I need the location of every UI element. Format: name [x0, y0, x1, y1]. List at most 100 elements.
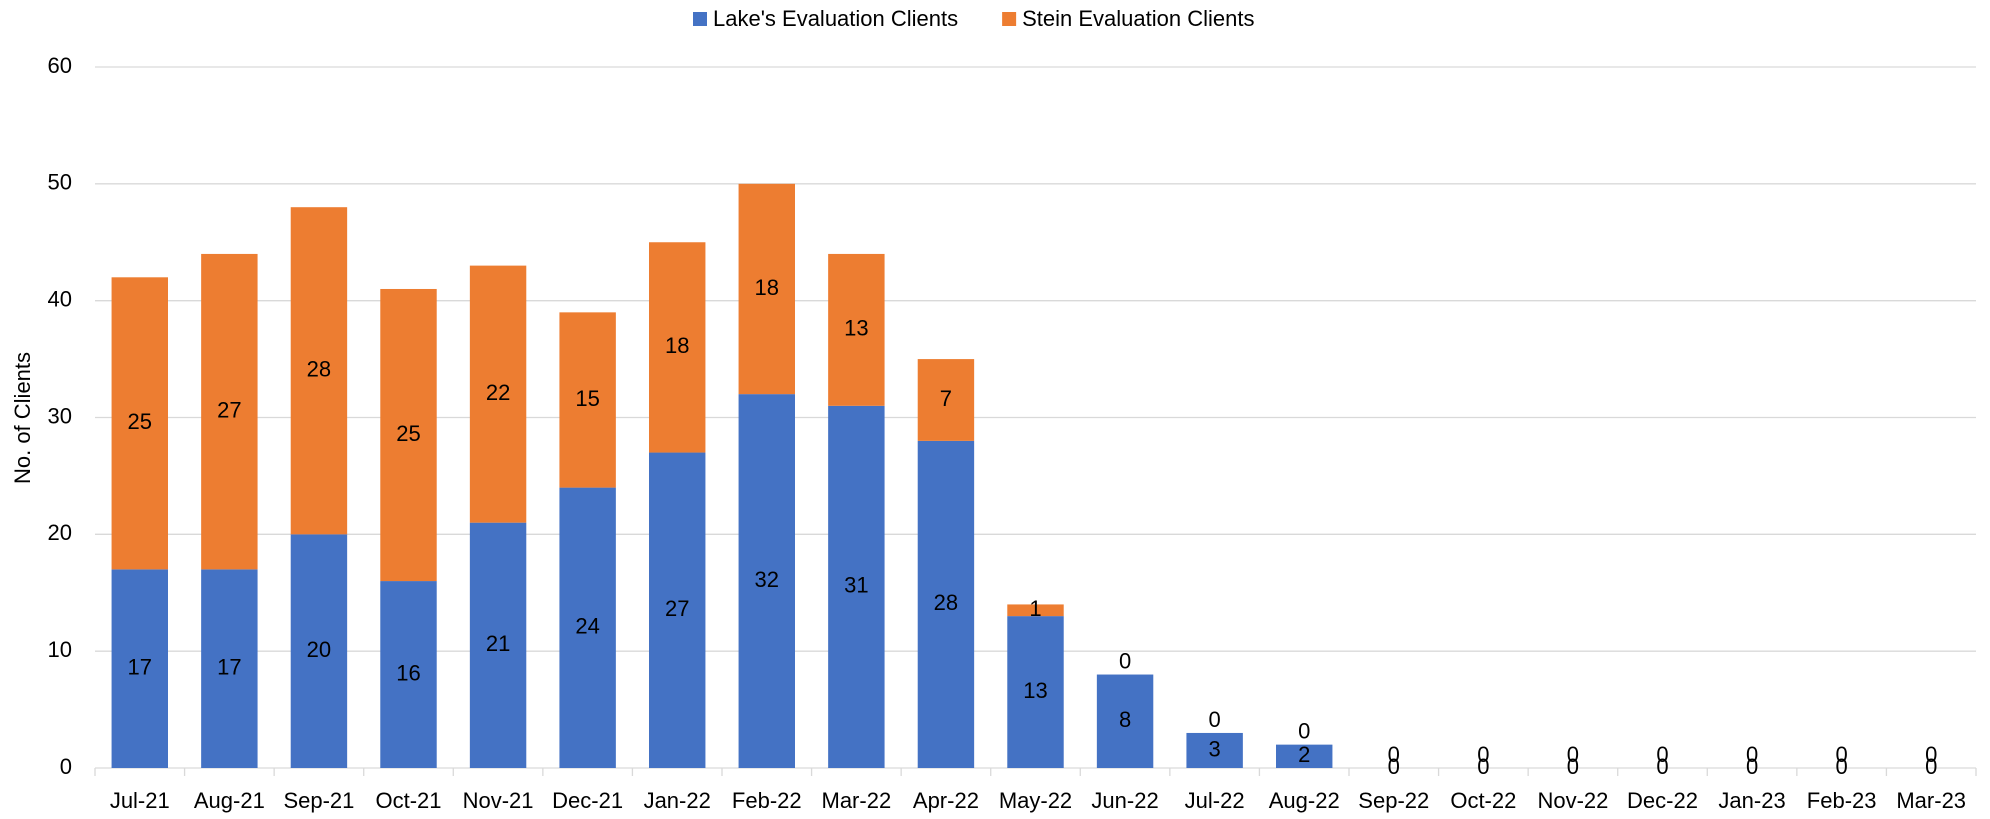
bar-segment: [738, 394, 796, 768]
x-tick-label: Nov-21: [463, 788, 534, 813]
data-label: 0: [1477, 742, 1489, 767]
x-tick-label: Sep-21: [283, 788, 354, 813]
data-label: 0: [1209, 707, 1221, 732]
x-tick-label: Aug-22: [1269, 788, 1340, 813]
y-tick-label: 40: [48, 286, 72, 311]
bar-segment: [201, 569, 258, 768]
data-label: 0: [1567, 754, 1579, 779]
y-tick-label: 60: [48, 53, 72, 78]
data-label: 0: [1119, 648, 1131, 673]
bar-segment: [111, 569, 169, 768]
x-tick-label: Feb-22: [732, 788, 802, 813]
data-label: 20: [307, 637, 331, 662]
data-label: 0: [1925, 754, 1937, 779]
data-label: 24: [575, 614, 599, 639]
data-label: 13: [1023, 678, 1047, 703]
bar-segment: [1007, 604, 1064, 617]
data-label: 2: [1298, 742, 1310, 767]
legend-swatch: [693, 12, 707, 26]
data-label: 0: [1567, 742, 1579, 767]
legend-label: Lake's Evaluation Clients: [713, 6, 958, 31]
data-label: 0: [1836, 742, 1848, 767]
bar-segment: [1096, 674, 1154, 768]
data-label: 8: [1119, 707, 1131, 732]
data-label: 22: [486, 380, 510, 405]
x-tick-label: Jan-23: [1718, 788, 1785, 813]
bar-segment: [469, 522, 527, 768]
data-label: 0: [1298, 718, 1310, 743]
data-label: 25: [128, 409, 152, 434]
bar-segment: [828, 405, 885, 768]
data-label: 0: [1477, 754, 1489, 779]
y-tick-label: 30: [48, 403, 72, 428]
data-label: 15: [575, 386, 599, 411]
data-label: 18: [755, 275, 779, 300]
bar-segment: [469, 265, 527, 523]
x-tick-label: Dec-21: [552, 788, 623, 813]
y-tick-label: 0: [60, 754, 72, 779]
y-tick-label: 10: [48, 637, 72, 662]
data-label: 18: [665, 333, 689, 358]
data-label: 7: [940, 386, 952, 411]
x-tick-label: Feb-23: [1807, 788, 1877, 813]
data-label: 17: [128, 655, 152, 680]
x-tick-label: Sep-22: [1358, 788, 1429, 813]
x-tick-label: Jan-22: [644, 788, 711, 813]
data-label: 25: [396, 421, 420, 446]
data-label: 21: [486, 631, 510, 656]
bar-segment: [1007, 616, 1064, 768]
data-label: 16: [396, 660, 420, 685]
data-label: 3: [1209, 736, 1221, 761]
x-tick-label: Mar-23: [1896, 788, 1966, 813]
data-label: 27: [665, 596, 689, 621]
data-label: 0: [1746, 742, 1758, 767]
bar-segment: [111, 277, 169, 570]
x-tick-label: Oct-22: [1450, 788, 1516, 813]
data-label: 13: [844, 316, 868, 341]
bar-segment: [648, 452, 706, 768]
data-label: 0: [1656, 742, 1668, 767]
data-label: 0: [1836, 754, 1848, 779]
data-label: 32: [755, 567, 779, 592]
x-tick-label: Nov-22: [1537, 788, 1608, 813]
data-label: 1: [1029, 596, 1041, 621]
data-label: 31: [844, 573, 868, 598]
bar-segment: [917, 359, 975, 441]
data-label: 0: [1746, 754, 1758, 779]
bar-segment: [380, 581, 437, 768]
bar-segment: [559, 487, 616, 768]
y-tick-label: 20: [48, 520, 72, 545]
x-tick-label: May-22: [999, 788, 1072, 813]
data-label: 17: [217, 655, 241, 680]
data-label: 28: [307, 357, 331, 382]
bar-segment: [201, 253, 258, 570]
data-label: 0: [1388, 742, 1400, 767]
data-label: 0: [1925, 742, 1937, 767]
bar-segment: [648, 242, 706, 453]
legend-label: Stein Evaluation Clients: [1022, 6, 1254, 31]
bar-segment: [738, 183, 796, 395]
bar-segment: [1186, 732, 1243, 768]
bar-segment: [380, 288, 437, 582]
x-tick-label: Jul-21: [110, 788, 170, 813]
bar-segment: [917, 440, 975, 768]
y-tick-label: 50: [48, 170, 72, 195]
bar-segment: [290, 534, 348, 768]
bar-segment: [290, 207, 348, 535]
x-tick-label: Oct-21: [375, 788, 441, 813]
bar-segment: [559, 312, 616, 488]
x-tick-label: Aug-21: [194, 788, 265, 813]
legend-swatch: [1002, 12, 1017, 26]
x-tick-label: Mar-22: [822, 788, 892, 813]
data-label: 0: [1388, 754, 1400, 779]
data-label: 28: [934, 590, 958, 615]
x-tick-label: Jul-22: [1185, 788, 1245, 813]
bar-segment: [828, 253, 885, 406]
data-label: 0: [1656, 754, 1668, 779]
x-tick-label: Apr-22: [913, 788, 979, 813]
x-tick-label: Dec-22: [1627, 788, 1698, 813]
bar-segment: [1275, 744, 1333, 768]
x-tick-label: Jun-22: [1091, 788, 1158, 813]
